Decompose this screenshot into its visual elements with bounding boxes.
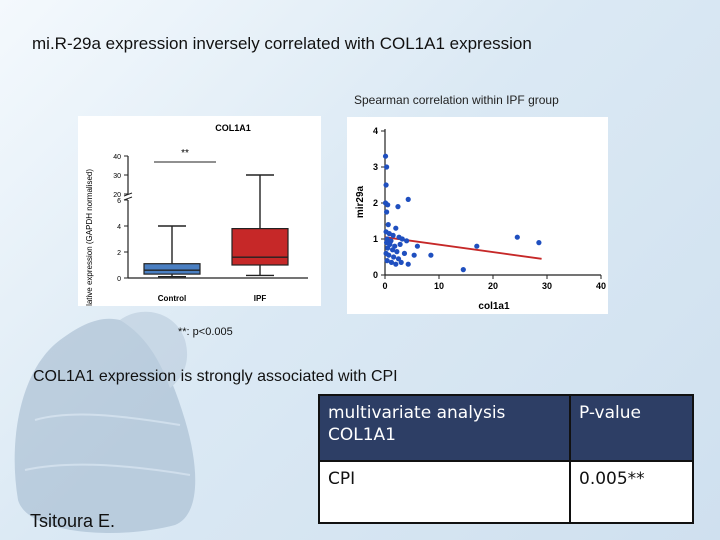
- scatter-point: [393, 261, 399, 267]
- scatter-ytick-label: 4: [373, 126, 378, 136]
- scatter-ytick-label: 0: [373, 270, 378, 280]
- scatter-point: [414, 243, 420, 249]
- scatter-fit: [384, 236, 542, 260]
- table-header-analysis: multivariate analysis COL1A1: [318, 394, 571, 462]
- scatter-point: [385, 202, 391, 208]
- scatter-point: [385, 222, 391, 228]
- slide-title: mi.R-29a expression inversely correlated…: [32, 34, 532, 53]
- scatter-point: [394, 249, 400, 255]
- scatter-point: [395, 256, 402, 262]
- scatter-chart: mir29a col1a1 0 10 20 30 40 0 1 2 3 4: [355, 126, 606, 312]
- table-header-row: multivariate analysis COL1A1 P-value: [318, 394, 694, 462]
- scatter-point: [536, 240, 542, 246]
- scatter-point: [391, 254, 397, 260]
- scatter-point: [388, 259, 395, 265]
- table-row: CPI 0.005**: [318, 460, 694, 524]
- multivariate-table: multivariate analysis COL1A1 P-value CPI…: [318, 394, 694, 524]
- boxplot-ticks: 0 2 4 620 30 40: [113, 154, 128, 283]
- scatter-point: [390, 232, 396, 238]
- scatter-ticks: 0 10 20 30 40 0 1 2 3 4: [373, 126, 606, 291]
- boxplot-ytick-label: 0: [117, 276, 121, 283]
- scatter-ylabel: mir29a: [355, 185, 366, 218]
- boxplot-ytick-label: 20: [113, 192, 121, 199]
- association-statement: COL1A1 expression is strongly associated…: [33, 368, 398, 385]
- boxplot-category-ipf: IPF: [254, 294, 267, 303]
- boxplot-ytick-label: 4: [117, 224, 121, 231]
- boxplot-ytick-label: 40: [113, 154, 121, 161]
- scatter-point: [514, 234, 520, 240]
- scatter-point: [382, 153, 389, 159]
- table-cell-variable: CPI: [318, 460, 571, 524]
- boxplot-chart: COL1A1 relative expression (GAPDH normal…: [85, 123, 308, 313]
- scatter-points: [382, 153, 542, 273]
- boxplot-series: [143, 174, 289, 278]
- scatter-xtick-label: 40: [596, 281, 606, 291]
- boxplot-ytick-label: 6: [117, 198, 121, 205]
- scatter-xtick-label: 0: [382, 281, 387, 291]
- author-name: Tsitoura E.: [30, 511, 116, 531]
- scatter-point: [384, 209, 390, 215]
- scatter-point: [399, 236, 405, 242]
- scatter-point: [393, 225, 399, 231]
- scatter-point: [395, 204, 401, 210]
- significance-label: **: [181, 148, 189, 159]
- scatter-xtick-label: 30: [542, 281, 552, 291]
- boxplot-ytick-label: 30: [113, 173, 121, 180]
- scatter-xtick-label: 10: [434, 281, 444, 291]
- significance-note: **: p<0.005: [178, 326, 233, 338]
- scatter-point: [389, 247, 396, 253]
- scatter-panel: mir29a col1a1 0 10 20 30 40 0 1 2 3 4: [347, 117, 608, 314]
- scatter-ytick-label: 3: [373, 162, 378, 172]
- chart-subtitle: Spearman correlation within IPF group: [354, 93, 559, 107]
- boxplot-category-control: Control: [158, 294, 186, 303]
- scatter-ytick-label: 2: [373, 198, 378, 208]
- table-cell-pvalue: 0.005**: [569, 460, 694, 524]
- scatter-point: [460, 267, 466, 273]
- scatter-point: [404, 238, 410, 244]
- scatter-point: [398, 259, 404, 265]
- scatter-point: [411, 252, 417, 258]
- box-ipf: [231, 227, 289, 266]
- scatter-point: [401, 250, 408, 256]
- regression-line: [384, 236, 542, 260]
- scatter-point: [386, 252, 392, 258]
- boxplot-panel: COL1A1 relative expression (GAPDH normal…: [78, 116, 321, 313]
- scatter-ytick-label: 1: [373, 234, 378, 244]
- lung-illustration: [14, 311, 196, 533]
- scatter-point: [405, 196, 411, 202]
- boxplot-ytick-label: 2: [117, 250, 121, 257]
- scatter-point: [397, 241, 403, 247]
- scatter-xtick-label: 20: [488, 281, 498, 291]
- boxplot-title: COL1A1: [215, 123, 251, 133]
- box-control: [143, 263, 201, 275]
- scatter-point: [384, 258, 390, 264]
- table-header-pvalue: P-value: [569, 394, 694, 462]
- scatter-xlabel: col1a1: [478, 301, 510, 312]
- scatter-point: [385, 245, 391, 251]
- scatter-point: [474, 243, 480, 249]
- scatter-point: [384, 164, 390, 170]
- scatter-point: [383, 182, 389, 188]
- boxplot-ylabel: relative expression (GAPDH normalised): [85, 169, 94, 306]
- scatter-point: [405, 261, 411, 267]
- scatter-point: [428, 252, 434, 258]
